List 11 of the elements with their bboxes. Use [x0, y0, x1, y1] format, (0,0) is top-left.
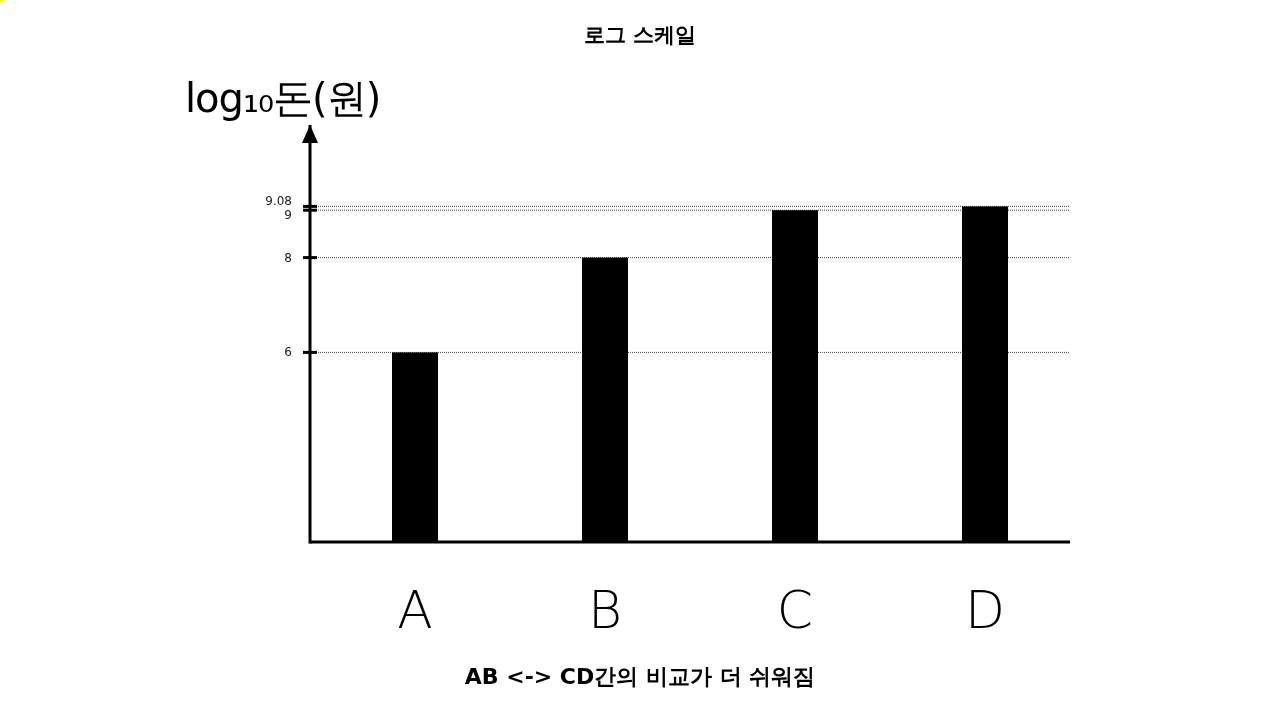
x-tick-label: D	[964, 580, 1006, 640]
chart-title: 로그 스케일	[583, 23, 697, 47]
y-tick-label: 8	[284, 250, 292, 265]
x-tick-label: C	[776, 580, 814, 640]
text: AB <-> CD간의 비교가 더 쉬워짐	[464, 664, 816, 689]
y-tick-label: 9.08	[265, 194, 292, 209]
y-tick-label: 9	[284, 208, 292, 223]
x-tick-label: B	[587, 580, 623, 640]
x-tick-label: A	[397, 580, 433, 640]
y-axis-title: log₁₀돈(원)	[185, 75, 381, 121]
y-tick-label: 6	[284, 345, 292, 360]
